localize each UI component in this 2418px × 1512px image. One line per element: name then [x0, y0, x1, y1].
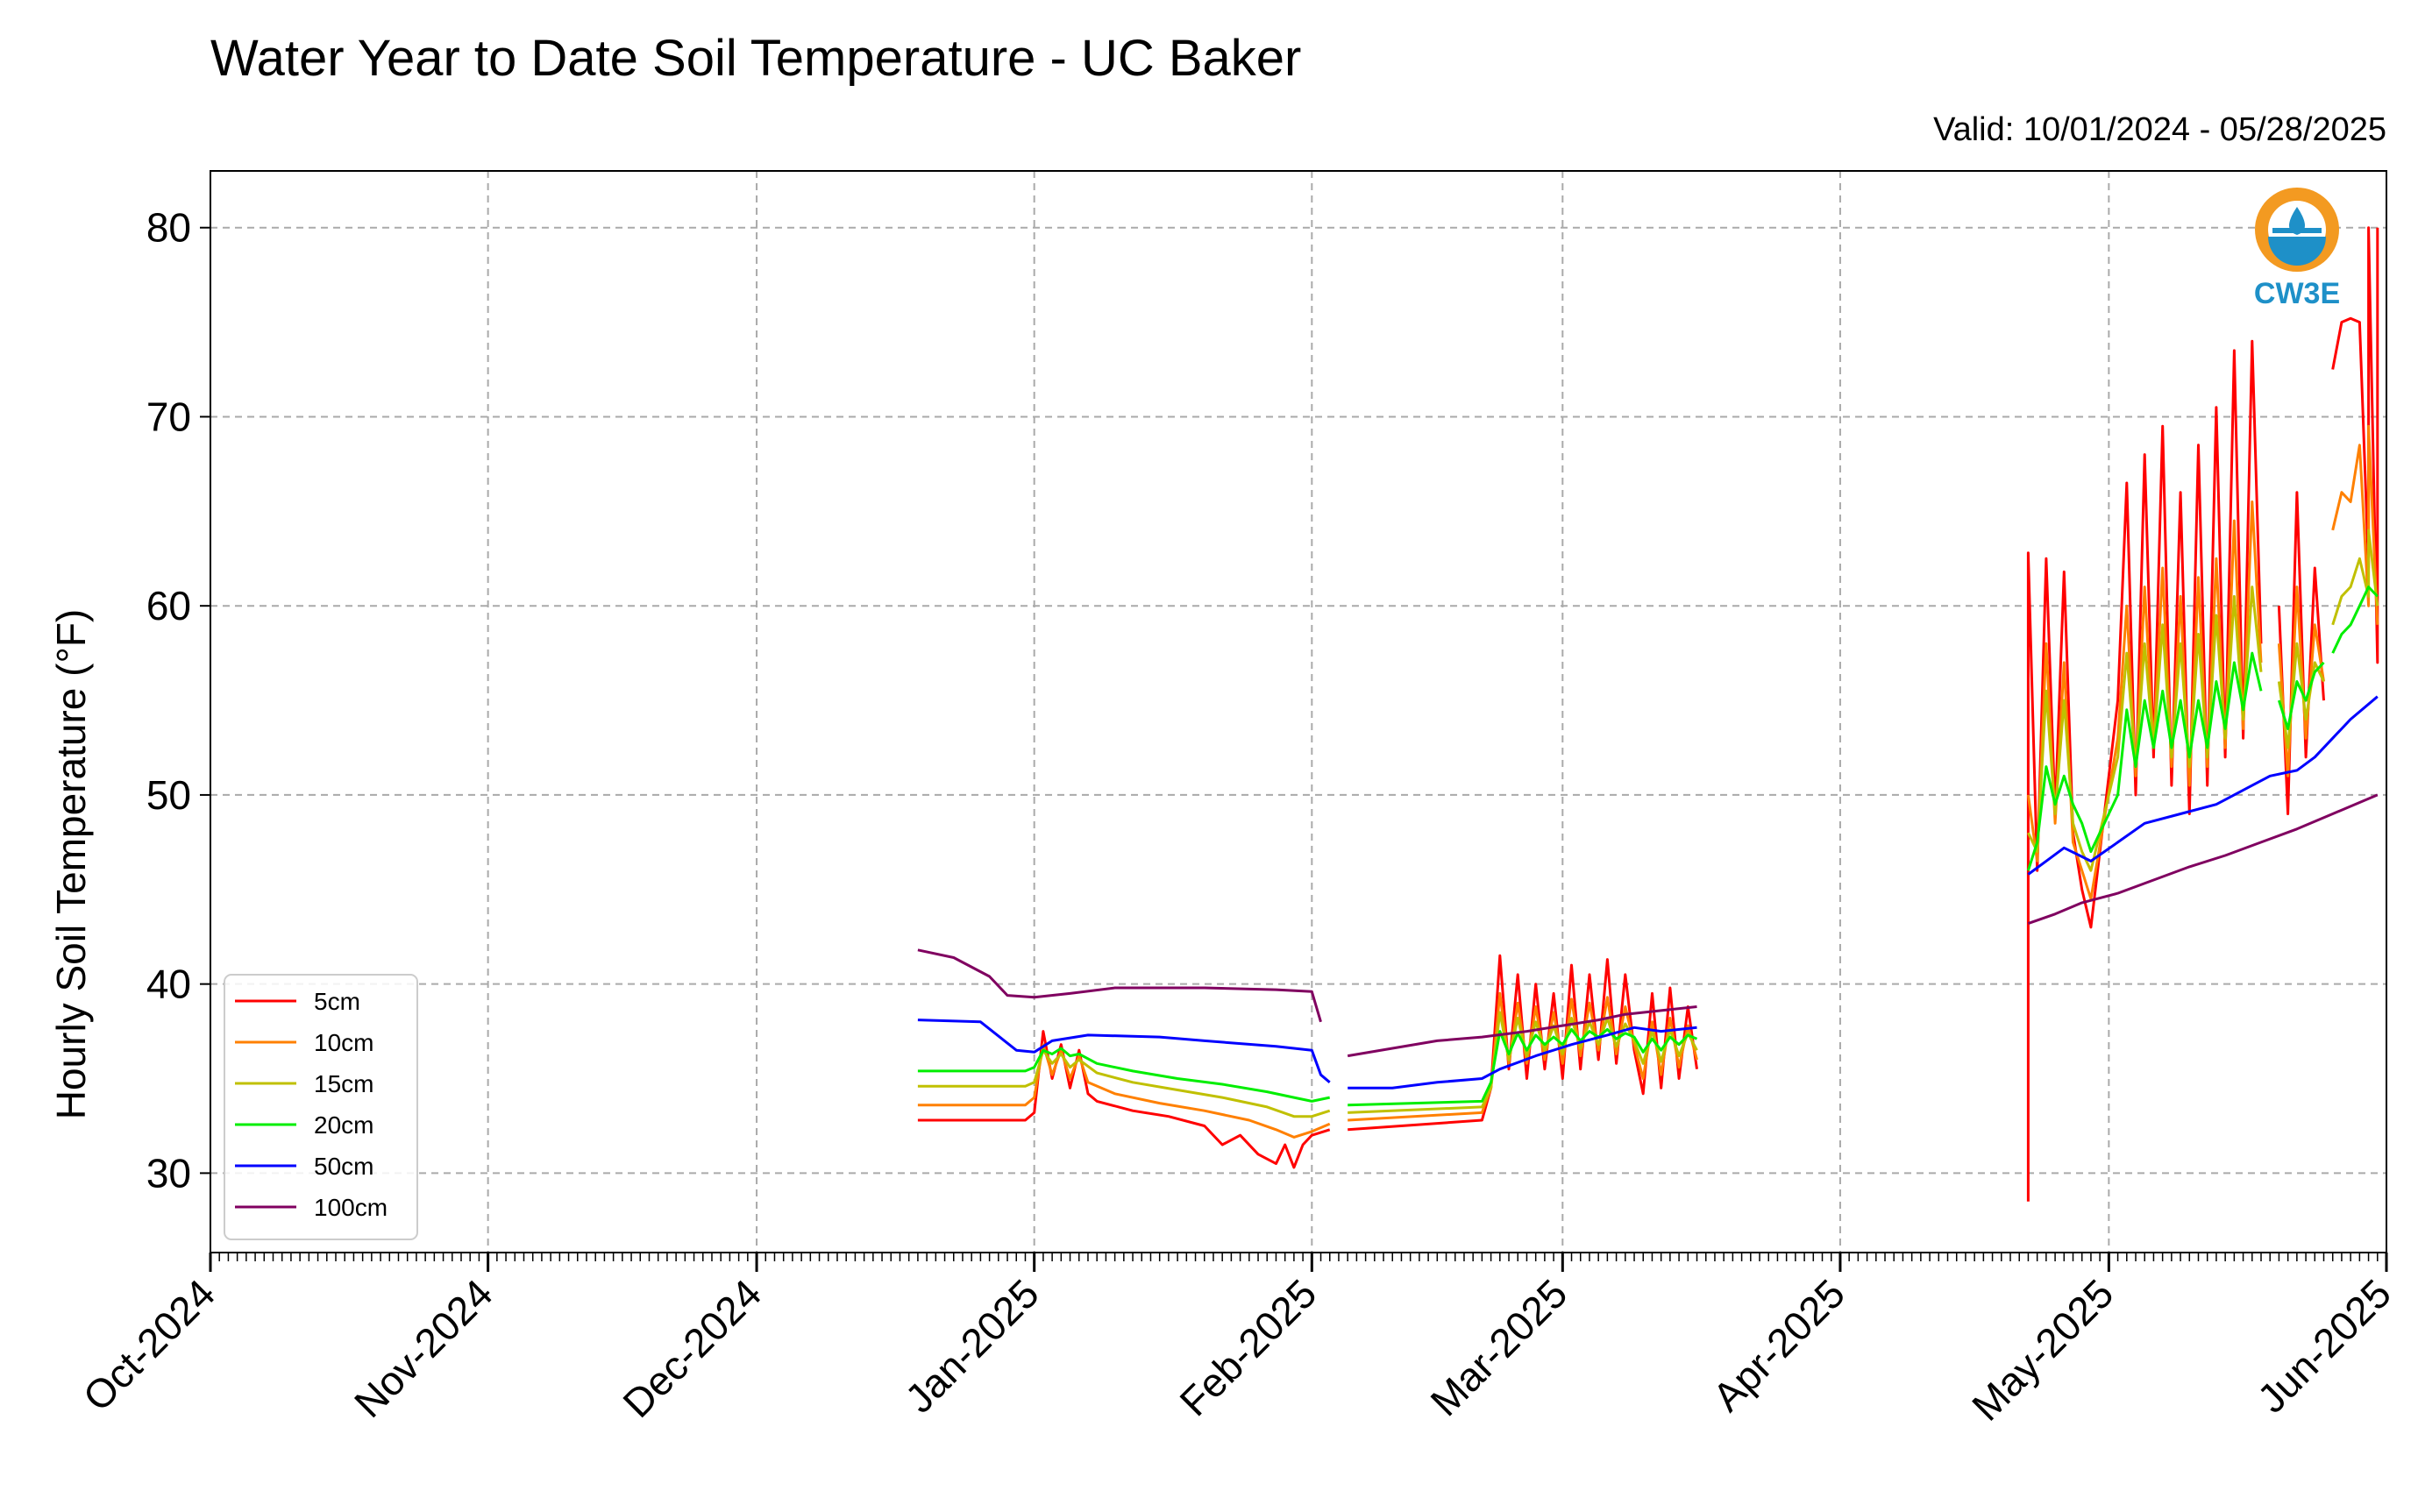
series-line-10cm — [2331, 424, 2379, 625]
valid-date-range: Valid: 10/01/2024 - 05/28/2025 — [1933, 111, 2386, 148]
y-tick-label: 30 — [146, 1150, 191, 1196]
y-tick-label: 80 — [146, 205, 191, 251]
x-tick-label: Nov-2024 — [345, 1270, 501, 1426]
series-line-15cm — [2277, 642, 2325, 749]
x-tick-label: Dec-2024 — [614, 1270, 770, 1426]
series-line-20cm — [2331, 586, 2379, 654]
x-tick-label: Feb-2025 — [1170, 1270, 1325, 1424]
x-tick-label: May-2025 — [1963, 1270, 2122, 1429]
legend-label: 15cm — [314, 1070, 373, 1097]
series-line-20cm — [917, 1047, 1331, 1103]
plot-frame — [210, 170, 2387, 1253]
x-tick-label: Jan-2025 — [896, 1270, 1047, 1421]
x-tick-label: Jun-2025 — [2249, 1270, 2400, 1421]
y-tick-label: 60 — [146, 583, 191, 628]
series-line-5cm — [2026, 339, 2263, 1202]
series-line-100cm — [917, 948, 1322, 1023]
series-line-100cm — [1347, 1005, 1697, 1058]
legend-label: 10cm — [314, 1029, 373, 1056]
series-lines — [917, 226, 2379, 1202]
legend-label: 50cm — [314, 1153, 373, 1180]
axes: 30 40 50 60 70 80 Oct-2024 Nov-2024 Dec-2024 Jan-… — [75, 205, 2400, 1430]
legend: 5cm 10cm 15cm 20cm 50cm 100cm — [224, 974, 418, 1240]
series-line-20cm — [2277, 661, 2325, 730]
series-line-100cm — [2027, 793, 2379, 926]
series-line-50cm — [1348, 1026, 1697, 1090]
x-tick-label: Apr-2025 — [1703, 1270, 1853, 1420]
x-tick-label: Mar-2025 — [1421, 1270, 1575, 1424]
cw3e-logo: CW3E — [2254, 188, 2340, 310]
series-line-5cm — [2277, 491, 2325, 815]
y-tick-label: 40 — [146, 962, 191, 1007]
series-line-20cm — [1348, 1027, 1698, 1107]
y-axis-label: Hourly Soil Temperature (°F) — [48, 609, 94, 1120]
y-tick-label: 70 — [146, 394, 191, 439]
chart-title: Water Year to Date Soil Temperature - UC… — [210, 30, 1301, 87]
x-tick-label: Oct-2024 — [75, 1270, 224, 1420]
logo-text: CW3E — [2254, 277, 2340, 310]
series-line-50cm — [2027, 695, 2379, 876]
series-line-15cm — [2331, 529, 2379, 626]
series-line-15cm — [917, 1048, 1331, 1118]
legend-label: 100cm — [314, 1194, 388, 1221]
series-line-5cm — [917, 1030, 1331, 1169]
series-line-10cm — [2277, 586, 2325, 777]
series-line-20cm — [2026, 651, 2263, 871]
legend-label: 5cm — [314, 988, 360, 1015]
series-line-50cm — [917, 1019, 1331, 1083]
legend-label: 20cm — [314, 1111, 373, 1139]
y-tick-label: 50 — [146, 772, 191, 818]
